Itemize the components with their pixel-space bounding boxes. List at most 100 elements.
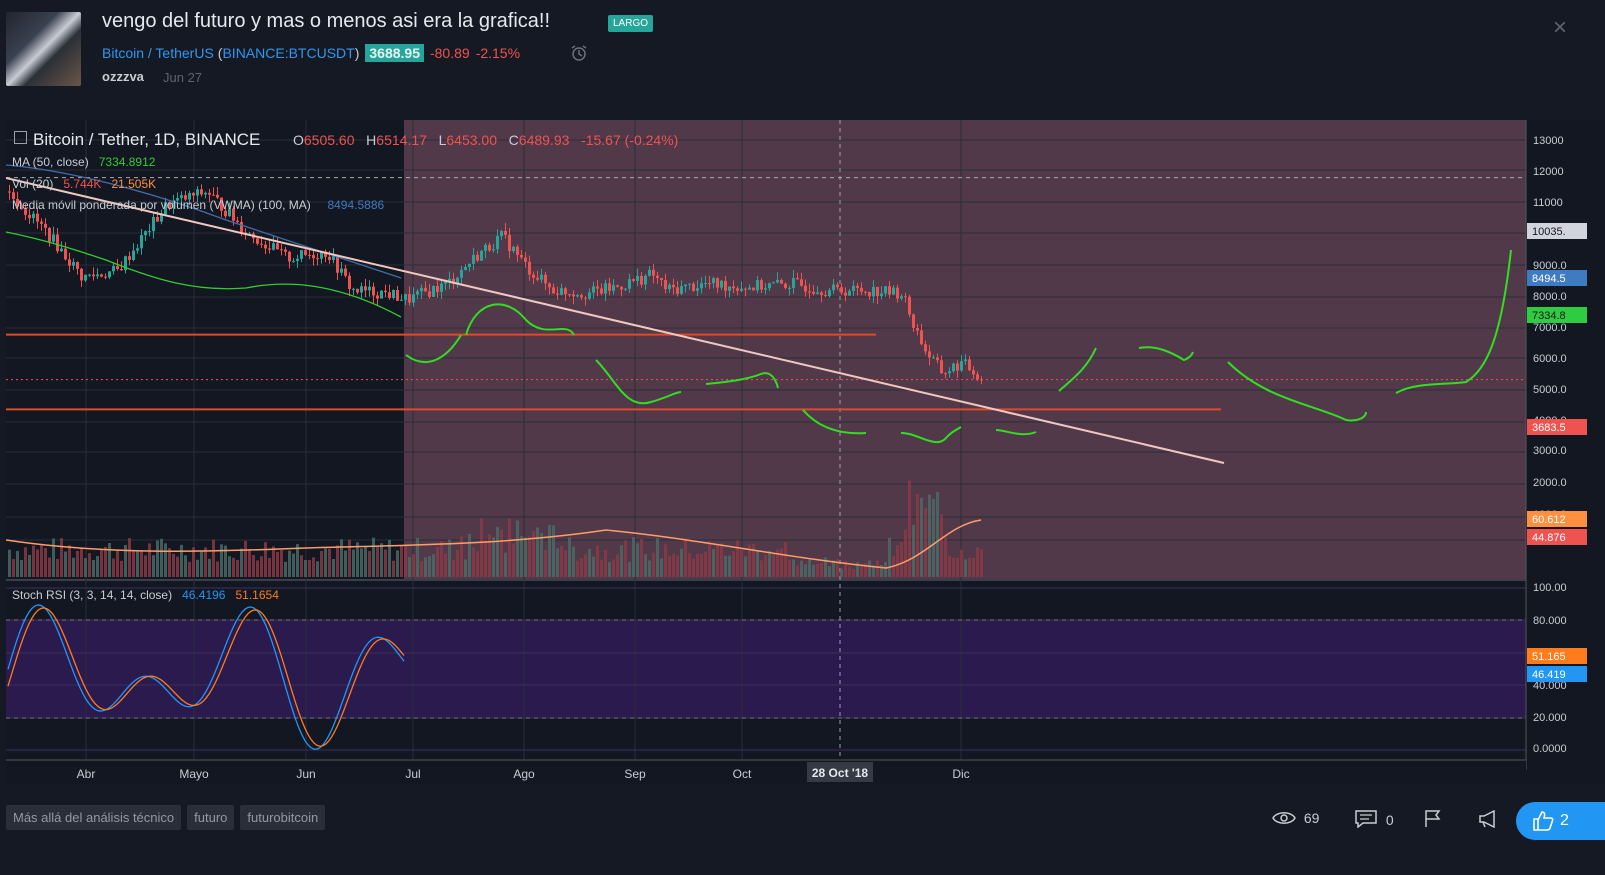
volume-bar: [888, 537, 891, 577]
comments-button[interactable]: 0: [1355, 810, 1394, 829]
price-axis-label: 80.000: [1533, 615, 1567, 627]
chart-panel[interactable]: 13000 12000 11000 9000.0 8000.0 7000.0 6000.0 5…: [6, 120, 1605, 784]
volume-bar: [380, 543, 383, 577]
volume-bar: [324, 548, 327, 577]
tag-futuro[interactable]: futuro: [187, 805, 235, 830]
volume-bar: [140, 550, 143, 577]
vwma-legend[interactable]: Media móvil ponderada por volumen (VWMA)…: [12, 198, 385, 212]
candle-body: [724, 280, 727, 291]
volume-bar: [204, 547, 207, 577]
volume-bar: [880, 565, 883, 577]
price-axis-label: 40.000: [1533, 680, 1567, 692]
ma-legend[interactable]: MA (50, close) 7334.8912: [12, 155, 156, 169]
volume-bar: [848, 566, 851, 577]
volume-bar: [216, 561, 219, 577]
volume-bar: [756, 550, 759, 577]
candle-body: [464, 267, 467, 270]
candle-body: [652, 269, 655, 276]
candle-body: [836, 284, 839, 288]
candle-body: [132, 250, 135, 260]
candle-body: [340, 268, 343, 273]
like-button[interactable]: 2: [1516, 802, 1605, 840]
volume-bar: [916, 493, 919, 577]
candle-body: [780, 279, 783, 284]
report-button[interactable]: [1424, 810, 1442, 831]
close-icon[interactable]: ×: [1553, 14, 1568, 41]
volume-bar: [416, 538, 419, 577]
candle-body: [700, 283, 703, 289]
candle-body: [452, 278, 455, 284]
volume-bar: [84, 558, 87, 577]
volume-bar: [348, 539, 351, 577]
volume-bar: [804, 564, 807, 577]
volume-bar: [188, 561, 191, 577]
candle-body: [916, 327, 919, 331]
idea-title: vengo del futuro y mas o menos asi era l…: [102, 10, 551, 32]
candle-body: [688, 283, 691, 285]
candle-body: [328, 256, 331, 260]
candle-body: [216, 194, 219, 198]
volume-bar: [684, 538, 687, 577]
stoch-legend[interactable]: Stoch RSI (3, 3, 14, 14, close) 46.4196 …: [12, 588, 279, 602]
volume-bar: [484, 540, 487, 577]
volume-bar: [632, 537, 635, 577]
volume-bar: [788, 559, 791, 577]
symbol-link[interactable]: Bitcoin / TetherUS: [102, 45, 214, 61]
candle-body: [184, 195, 187, 200]
crosshair-date-label: 28 Oct '18: [812, 766, 869, 780]
volume-bar: [424, 557, 427, 577]
alarm-clock-icon[interactable]: [570, 44, 588, 67]
candle-body: [752, 287, 755, 291]
price-tag-bg: [1527, 529, 1587, 545]
chart-canvas[interactable]: 13000 12000 11000 9000.0 8000.0 7000.0 6000.0 5…: [6, 120, 1605, 784]
candle-body: [712, 278, 715, 284]
tag-futurobitcoin[interactable]: futurobitcoin: [240, 805, 326, 830]
volume-bar: [568, 537, 571, 577]
volume-bar: [88, 553, 91, 577]
share-button[interactable]: [1478, 809, 1498, 831]
volume-bar: [784, 542, 787, 577]
tag-analysis[interactable]: Más allá del análisis técnico: [6, 805, 182, 830]
candle-body: [208, 192, 211, 195]
time-axis-label: Sep: [624, 767, 646, 781]
candle-body: [160, 214, 163, 222]
candle-body: [240, 221, 243, 233]
volume-bar: [500, 529, 503, 577]
volume-bar: [692, 558, 695, 577]
volume-bar: [252, 555, 255, 577]
candle-body: [516, 246, 519, 255]
candle-body: [168, 202, 171, 208]
chart-collapse-icon[interactable]: [14, 131, 27, 144]
candle-body: [600, 288, 603, 294]
volume-bar: [580, 558, 583, 577]
volume-bar: [604, 549, 607, 577]
volume-bar: [828, 566, 831, 577]
candle-body: [8, 191, 11, 193]
author-name[interactable]: ozzzva: [102, 69, 144, 84]
volume-bar: [276, 551, 279, 577]
volume-bar: [60, 538, 63, 577]
candle-body: [664, 280, 667, 290]
author-avatar[interactable]: [6, 12, 81, 86]
exchange-link[interactable]: BINANCE:BTCUSDT: [222, 45, 355, 61]
volume-bar: [180, 544, 183, 577]
volume-bar: [176, 556, 179, 577]
volume-bar: [472, 547, 475, 577]
idea-header: vengo del futuro y mas o menos asi era l…: [0, 0, 1605, 120]
volume-bar: [768, 550, 771, 577]
volume-legend[interactable]: Vol (20) 5.744K 21.505K: [12, 177, 157, 191]
volume-bar: [616, 554, 619, 577]
candle-body: [796, 278, 799, 280]
volume-bar: [516, 520, 519, 577]
candle-body: [352, 288, 355, 290]
candle-body: [672, 284, 675, 288]
candle-body: [524, 257, 527, 262]
candle-body: [256, 238, 259, 244]
candle-body: [576, 295, 579, 297]
candle-body: [580, 295, 583, 298]
candle-body: [564, 288, 567, 295]
volume-bar: [24, 547, 27, 577]
volume-bar: [732, 551, 735, 577]
volume-bar: [376, 545, 379, 577]
candle-body: [60, 248, 63, 252]
